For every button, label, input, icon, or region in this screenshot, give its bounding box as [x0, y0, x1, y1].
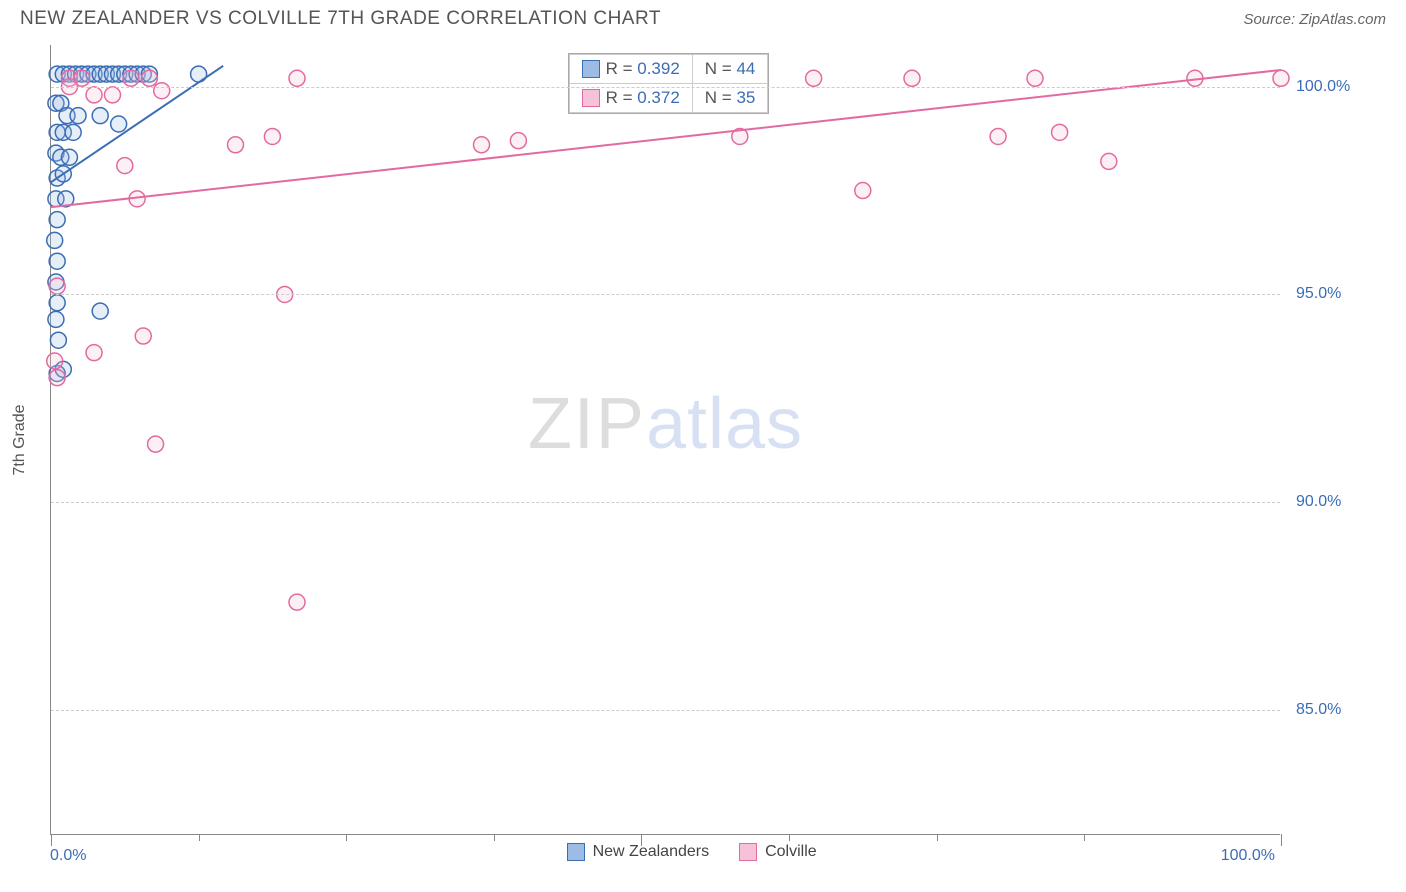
data-point	[1052, 124, 1068, 140]
data-point	[806, 70, 822, 86]
legend-n-value: 44	[736, 59, 755, 78]
gridline	[51, 87, 1280, 88]
data-point	[86, 87, 102, 103]
data-point	[49, 212, 65, 228]
y-tick-label: 100.0%	[1296, 78, 1350, 96]
data-point	[1273, 70, 1289, 86]
y-tick-label: 85.0%	[1296, 701, 1341, 719]
chart-area: 7th Grade ZIPatlas R = 0.392N = 44R = 0.…	[50, 45, 1390, 835]
data-point	[855, 183, 871, 199]
legend-n-cell: N = 35	[692, 83, 768, 112]
data-point	[65, 124, 81, 140]
y-tick-label: 95.0%	[1296, 285, 1341, 303]
legend-row: R = 0.392N = 44	[569, 54, 768, 83]
legend-label: New Zealanders	[593, 843, 710, 860]
y-axis-title: 7th Grade	[11, 404, 29, 475]
y-tick-label: 90.0%	[1296, 493, 1341, 511]
data-point	[135, 328, 151, 344]
data-point	[990, 128, 1006, 144]
legend-swatch	[582, 60, 600, 78]
legend-n-value: 35	[736, 88, 755, 107]
data-point	[264, 128, 280, 144]
legend-row: R = 0.372N = 35	[569, 83, 768, 112]
legend-swatch	[567, 843, 585, 861]
gridline	[51, 710, 1280, 711]
legend-swatch-cell: R = 0.392	[569, 54, 692, 83]
data-point	[289, 70, 305, 86]
data-point	[1027, 70, 1043, 86]
data-point	[47, 353, 63, 369]
legend-item: Colville	[739, 843, 817, 861]
x-tick	[494, 834, 495, 841]
data-point	[117, 158, 133, 174]
x-axis-min-label: 0.0%	[50, 847, 86, 865]
plot-region: ZIPatlas R = 0.392N = 44R = 0.372N = 35 …	[50, 45, 1280, 835]
data-point	[47, 232, 63, 248]
source-attribution: Source: ZipAtlas.com	[1243, 11, 1386, 28]
data-point	[1101, 153, 1117, 169]
x-axis-max-label: 100.0%	[1221, 847, 1275, 865]
data-point	[148, 436, 164, 452]
legend-r-value: 0.372	[637, 88, 680, 107]
x-tick	[346, 834, 347, 841]
x-tick	[789, 834, 790, 841]
x-tick	[1084, 834, 1085, 841]
data-point	[61, 149, 77, 165]
data-point	[49, 295, 65, 311]
data-point	[70, 108, 86, 124]
x-tick	[1281, 834, 1282, 846]
chart-title: NEW ZEALANDER VS COLVILLE 7TH GRADE CORR…	[20, 8, 661, 30]
series-legend: New Zealanders Colville	[567, 843, 817, 861]
data-point	[904, 70, 920, 86]
data-point	[92, 108, 108, 124]
data-point	[154, 83, 170, 99]
x-tick	[199, 834, 200, 841]
data-point	[289, 594, 305, 610]
gridline	[51, 294, 1280, 295]
legend-item: New Zealanders	[567, 843, 710, 861]
data-point	[49, 278, 65, 294]
legend-r-value: 0.392	[637, 59, 680, 78]
data-point	[510, 133, 526, 149]
data-point	[474, 137, 490, 153]
legend-n-cell: N = 44	[692, 54, 768, 83]
data-point	[50, 332, 66, 348]
data-point	[123, 70, 139, 86]
data-point	[92, 303, 108, 319]
data-point	[86, 345, 102, 361]
data-point	[49, 370, 65, 386]
x-tick	[937, 834, 938, 841]
correlation-legend: R = 0.392N = 44R = 0.372N = 35	[568, 53, 770, 114]
legend-swatch-cell: R = 0.372	[569, 83, 692, 112]
data-point	[111, 116, 127, 132]
data-point	[141, 70, 157, 86]
data-point	[49, 253, 65, 269]
data-point	[228, 137, 244, 153]
legend-swatch	[582, 89, 600, 107]
gridline	[51, 502, 1280, 503]
x-tick	[51, 834, 52, 846]
data-point	[105, 87, 121, 103]
legend-label: Colville	[765, 843, 817, 860]
legend-swatch	[739, 843, 757, 861]
data-point	[48, 311, 64, 327]
scatter-svg	[51, 45, 1280, 834]
